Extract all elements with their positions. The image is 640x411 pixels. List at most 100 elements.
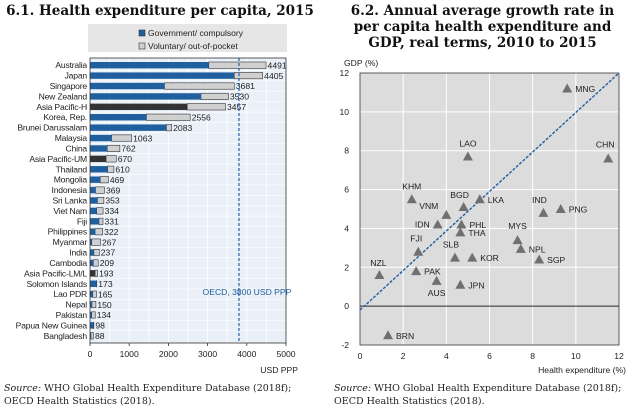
point-marker (467, 252, 478, 262)
source-prefix: Source: (4, 383, 42, 394)
x-tick-label: 3000 (198, 349, 217, 359)
category-label: Indonesia (52, 185, 88, 195)
point-label: LAO (459, 139, 477, 149)
bar-government (90, 207, 97, 215)
point-marker (455, 227, 466, 237)
value-label: 369 (106, 185, 121, 195)
chart-1-title: 6.1. Health expenditure per capita, 2015 (6, 3, 314, 19)
category-label: Asia Pacific-LM/L (24, 268, 87, 278)
value-label: 193 (99, 269, 114, 279)
value-label: 762 (121, 144, 136, 154)
legend-swatch (138, 42, 146, 50)
point-marker (411, 266, 422, 276)
category-label: Australia (55, 60, 87, 70)
category-label: Japan (65, 71, 88, 81)
category-label: Malaysia (55, 133, 88, 143)
point-label: NPL (529, 244, 546, 254)
bar-government (90, 238, 92, 246)
value-label: 353 (105, 196, 120, 206)
source-text: WHO Global Health Expenditure Database (… (334, 383, 622, 407)
legend-box (88, 24, 287, 52)
source-prefix: Source: (334, 383, 372, 394)
bar-government (90, 228, 96, 235)
point-marker (406, 194, 417, 204)
value-label: 334 (105, 206, 120, 216)
x-tick-label: 4 (444, 351, 449, 361)
category-label: Pakistan (56, 310, 88, 320)
point-label: SGP (547, 255, 565, 265)
value-label: 173 (98, 279, 113, 289)
category-label: Sri Lanka (52, 196, 87, 206)
point-label: BGD (450, 190, 469, 200)
bar-government (90, 114, 147, 121)
point-marker (374, 270, 385, 280)
category-label: Bangladesh (44, 331, 88, 341)
source-text: WHO Global Health Expenditure Database (… (4, 383, 292, 407)
point-marker (449, 252, 460, 262)
chart-1-source: Source: WHO Global Health Expenditure Da… (4, 382, 319, 408)
value-label: 1063 (133, 133, 152, 143)
oecd-reference-label: OECD, 3800 USD PPP (203, 287, 292, 297)
x-tick-label: 8 (530, 351, 535, 361)
value-label: 165 (98, 289, 113, 299)
bar-government (90, 134, 112, 142)
point-label: KHM (402, 181, 421, 191)
bar-government (90, 280, 97, 287)
category-label: Fiji (77, 216, 87, 226)
category-label: Nepal (66, 300, 88, 310)
x-axis-label: USD PPP (260, 365, 298, 375)
bar-government (90, 176, 101, 183)
value-label: 134 (97, 310, 112, 320)
point-label: IDN (415, 220, 430, 230)
bar-government (90, 249, 94, 256)
category-label: New Zealand (39, 91, 88, 101)
bar-government (90, 166, 108, 173)
value-label: 237 (101, 248, 116, 258)
category-label: Solomon Islands (26, 279, 87, 289)
health-expenditure-bar-chart: Government/ compulsory Voluntary/ out-of-… (16, 24, 298, 375)
value-label: 469 (110, 175, 125, 185)
value-label: 331 (104, 217, 119, 227)
point-label: NZL (370, 258, 386, 268)
bar-government (90, 322, 94, 329)
value-label: 3457 (227, 102, 246, 112)
y-tick-label: 12 (339, 68, 349, 78)
value-label: 267 (102, 237, 117, 247)
value-label: 670 (118, 154, 133, 164)
point-label: PAK (424, 267, 441, 277)
category-label: Asia Pacific-UM (29, 154, 87, 164)
x-tick-label: 2000 (159, 349, 178, 359)
plot-border (359, 72, 620, 346)
y-tick-label: 8 (344, 146, 349, 156)
point-marker (458, 202, 469, 212)
diagonal-reference-line (359, 72, 620, 311)
x-tick-label: 5000 (276, 349, 295, 359)
bar-government (90, 311, 92, 319)
category-label: Asia Pacific-H (36, 102, 87, 112)
growth-rate-scatter-chart: 0 2 4 6 8 10 12 -2 0 2 4 6 8 10 12 MNG CHN LAO KHM BGD LKA VN… (339, 58, 626, 375)
category-label: India (69, 248, 87, 258)
value-label: 98 (95, 321, 105, 331)
value-label: 88 (95, 331, 105, 341)
y-axis-label: GDP (%) (344, 58, 378, 68)
x-tick-label: 4000 (237, 349, 256, 359)
point-label: KOR (480, 253, 499, 263)
point-marker (555, 204, 566, 213)
y-tick-label: 4 (344, 223, 349, 233)
point-label: MNG (575, 84, 595, 94)
point-marker (431, 275, 442, 285)
point-label: THA (468, 228, 485, 238)
bar-government (90, 259, 94, 267)
point-label: JPN (468, 280, 484, 290)
point-marker (413, 246, 424, 256)
legend-label: Government/ compulsory (148, 28, 244, 38)
bar-government (90, 124, 167, 131)
bar-government (90, 62, 209, 69)
value-label: 3530 (230, 92, 249, 102)
chart-2-source: Source: WHO Global Health Expenditure Da… (334, 382, 640, 408)
point-label: IND (532, 195, 547, 205)
x-tick-label: 6 (487, 351, 492, 361)
bar-government (90, 332, 91, 339)
point-label: BRN (396, 331, 414, 341)
point-marker (462, 151, 473, 161)
